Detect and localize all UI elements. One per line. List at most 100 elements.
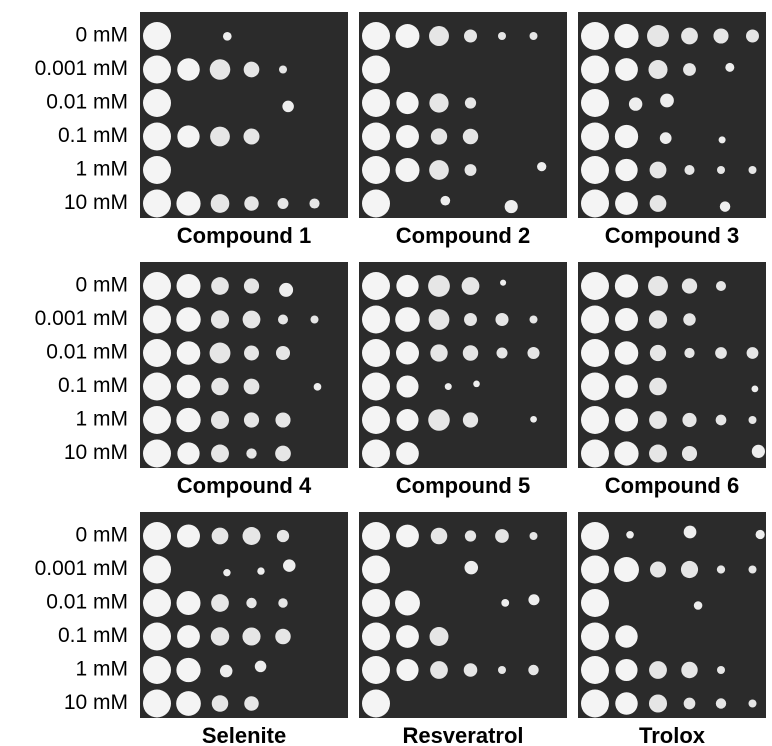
yeast-spot <box>362 189 390 218</box>
yeast-colony <box>659 132 672 144</box>
yeast-spot <box>276 529 290 543</box>
yeast-spot <box>211 695 229 712</box>
yeast-spot <box>716 565 726 574</box>
yeast-spot <box>715 347 727 359</box>
yeast-spot <box>648 310 668 329</box>
yeast-colony <box>683 525 697 539</box>
yeast-spot <box>210 194 230 213</box>
yeast-spot <box>463 29 478 43</box>
yeast-spot <box>649 561 667 578</box>
yeast-spot <box>581 372 609 401</box>
yeast-spot <box>748 166 757 174</box>
yeast-spot <box>648 276 668 296</box>
yeast-spot <box>246 597 257 609</box>
yeast-spot <box>211 277 229 295</box>
yeast-spot <box>362 305 390 334</box>
yeast-spot <box>396 375 419 398</box>
yeast-spot <box>176 590 201 616</box>
yeast-spot <box>211 444 229 463</box>
yeast-spot <box>528 664 539 676</box>
yeast-colony <box>223 568 231 577</box>
yeast-spot <box>143 189 171 218</box>
concentration-label: 0.01 mM <box>46 591 128 614</box>
plate-background <box>359 262 567 468</box>
yeast-spot <box>684 164 695 176</box>
yeast-spot <box>242 627 261 646</box>
yeast-spot <box>581 555 609 584</box>
yeast-spot <box>615 625 638 648</box>
yeast-spot <box>464 97 477 109</box>
yeast-spot <box>429 26 449 46</box>
yeast-colony <box>219 664 233 678</box>
yeast-spot <box>211 527 229 545</box>
concentration-label: 1 mM <box>76 408 129 431</box>
yeast-colony <box>718 136 726 144</box>
yeast-spot <box>648 59 668 80</box>
yeast-colony <box>501 598 510 607</box>
panel-title: Resveratrol <box>402 723 523 746</box>
yeast-spot <box>430 527 448 545</box>
yeast-spot <box>277 314 289 325</box>
yeast-spot <box>649 377 667 396</box>
yeast-spot <box>681 445 698 462</box>
yeast-spot <box>748 699 757 708</box>
yeast-spot <box>362 89 390 117</box>
yeast-spot <box>680 560 699 579</box>
yeast-spot <box>143 156 171 184</box>
plate-background <box>578 512 766 718</box>
yeast-spot <box>715 414 727 426</box>
yeast-spot <box>581 656 609 684</box>
yeast-spot <box>143 656 171 684</box>
yeast-colony <box>464 560 479 575</box>
yeast-spot <box>428 275 450 297</box>
yeast-spot <box>177 524 200 548</box>
yeast-spot <box>649 661 667 679</box>
yeast-spot <box>429 93 449 113</box>
yeast-colony <box>537 161 547 172</box>
yeast-colony <box>626 530 634 539</box>
yeast-spot <box>429 160 449 180</box>
yeast-spot <box>463 663 478 677</box>
yeast-spot <box>396 625 419 648</box>
panel-title: Compound 4 <box>177 473 312 498</box>
yeast-spot <box>242 310 261 329</box>
yeast-colony <box>222 31 232 41</box>
yeast-spot <box>581 122 609 151</box>
concentration-label: 0.01 mM <box>46 341 128 364</box>
yeast-colony <box>500 279 507 286</box>
panel-title: Compound 2 <box>396 223 530 248</box>
yeast-spot <box>209 342 231 364</box>
spot-plate <box>359 12 567 218</box>
yeast-spot <box>143 555 171 584</box>
yeast-spot <box>143 89 171 117</box>
yeast-spot <box>396 341 419 365</box>
yeast-spot <box>748 416 757 424</box>
concentration-label: 0 mM <box>76 524 129 547</box>
spot-plate <box>140 12 348 218</box>
yeast-spot <box>362 555 390 584</box>
yeast-spot <box>615 192 638 215</box>
yeast-spot <box>395 590 420 616</box>
yeast-spot <box>746 347 759 359</box>
yeast-spot <box>243 378 260 395</box>
panel-title: Selenite <box>202 723 286 746</box>
yeast-spot <box>176 274 201 298</box>
concentration-label: 0.01 mM <box>46 91 128 114</box>
yeast-spot <box>362 122 390 151</box>
yeast-spot <box>581 522 609 550</box>
yeast-spot <box>682 412 697 428</box>
yeast-spot <box>649 195 667 212</box>
yeast-spot <box>275 345 291 361</box>
panel-title: Compound 6 <box>605 473 739 498</box>
yeast-spot <box>210 627 230 646</box>
plate-background <box>140 262 348 468</box>
yeast-spot <box>210 310 230 329</box>
yeast-spot <box>581 622 609 651</box>
yeast-spot <box>649 344 667 362</box>
yeast-spot <box>581 305 609 334</box>
yeast-spot <box>614 441 639 466</box>
yeast-spot <box>244 196 259 211</box>
yeast-spot <box>615 658 638 682</box>
yeast-spot <box>143 622 171 651</box>
yeast-spot <box>717 666 725 674</box>
